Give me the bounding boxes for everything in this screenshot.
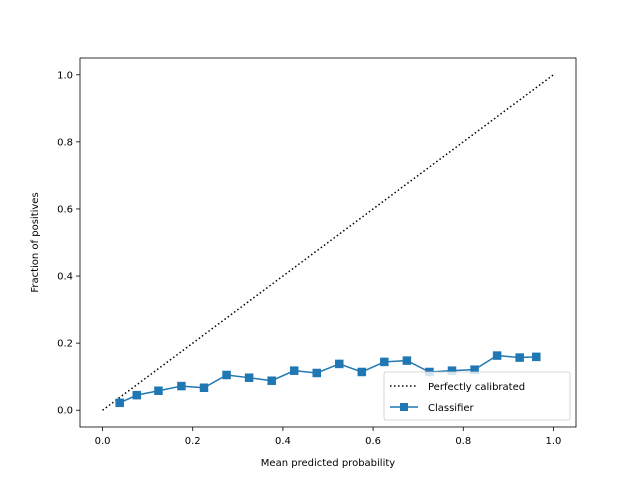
y-tick-label: 0.0 (57, 406, 73, 417)
data-point (312, 368, 321, 378)
y-tick-label: 0.2 (57, 339, 73, 350)
data-point (154, 386, 163, 396)
x-tick-label: 0.4 (275, 436, 291, 447)
data-point (492, 351, 502, 360)
series-line-perfectly-calibrated (102, 74, 554, 411)
axes-frame (79, 57, 577, 428)
legend-marker (400, 403, 408, 411)
data-point (532, 352, 541, 362)
x-tick-label: 0.2 (185, 436, 201, 447)
x-tick-label: 1.0 (546, 436, 562, 447)
x-tick-label: 0.6 (365, 436, 381, 447)
legend-label: Perfectly calibrated (428, 382, 525, 393)
x-axis-label: Mean predicted probability (261, 458, 395, 469)
axes: 0.0 0.2 0.4 0.6 0.8 1.0 0.0 0.2 0.4 0.6 0.8 1.0 (57, 57, 577, 447)
data-point (289, 366, 299, 375)
y-tick-label: 0.8 (57, 137, 73, 148)
data-point (244, 373, 254, 382)
data-point (380, 357, 389, 367)
legend-box (383, 371, 571, 421)
y-axis-label: Fraction of positives (30, 192, 41, 292)
data-point (177, 381, 186, 391)
data-point (515, 353, 524, 362)
y-tick-label: 0.6 (57, 204, 73, 215)
data-point (402, 356, 412, 365)
x-tick-label: 0.0 (95, 436, 111, 447)
y-tick-label: 0.4 (57, 272, 73, 283)
data-point (335, 359, 344, 369)
data-point (199, 383, 209, 392)
data-point (357, 367, 367, 377)
data-point (222, 370, 231, 380)
x-tick-label: 0.8 (455, 436, 471, 447)
legend-label: Classifier (428, 403, 475, 414)
y-tick-label: 1.0 (57, 70, 73, 81)
plot-area (102, 74, 554, 411)
legend: Perfectly calibrated Classifier (383, 371, 571, 421)
data-point (132, 390, 142, 400)
data-point (267, 376, 276, 385)
data-point (115, 398, 124, 408)
